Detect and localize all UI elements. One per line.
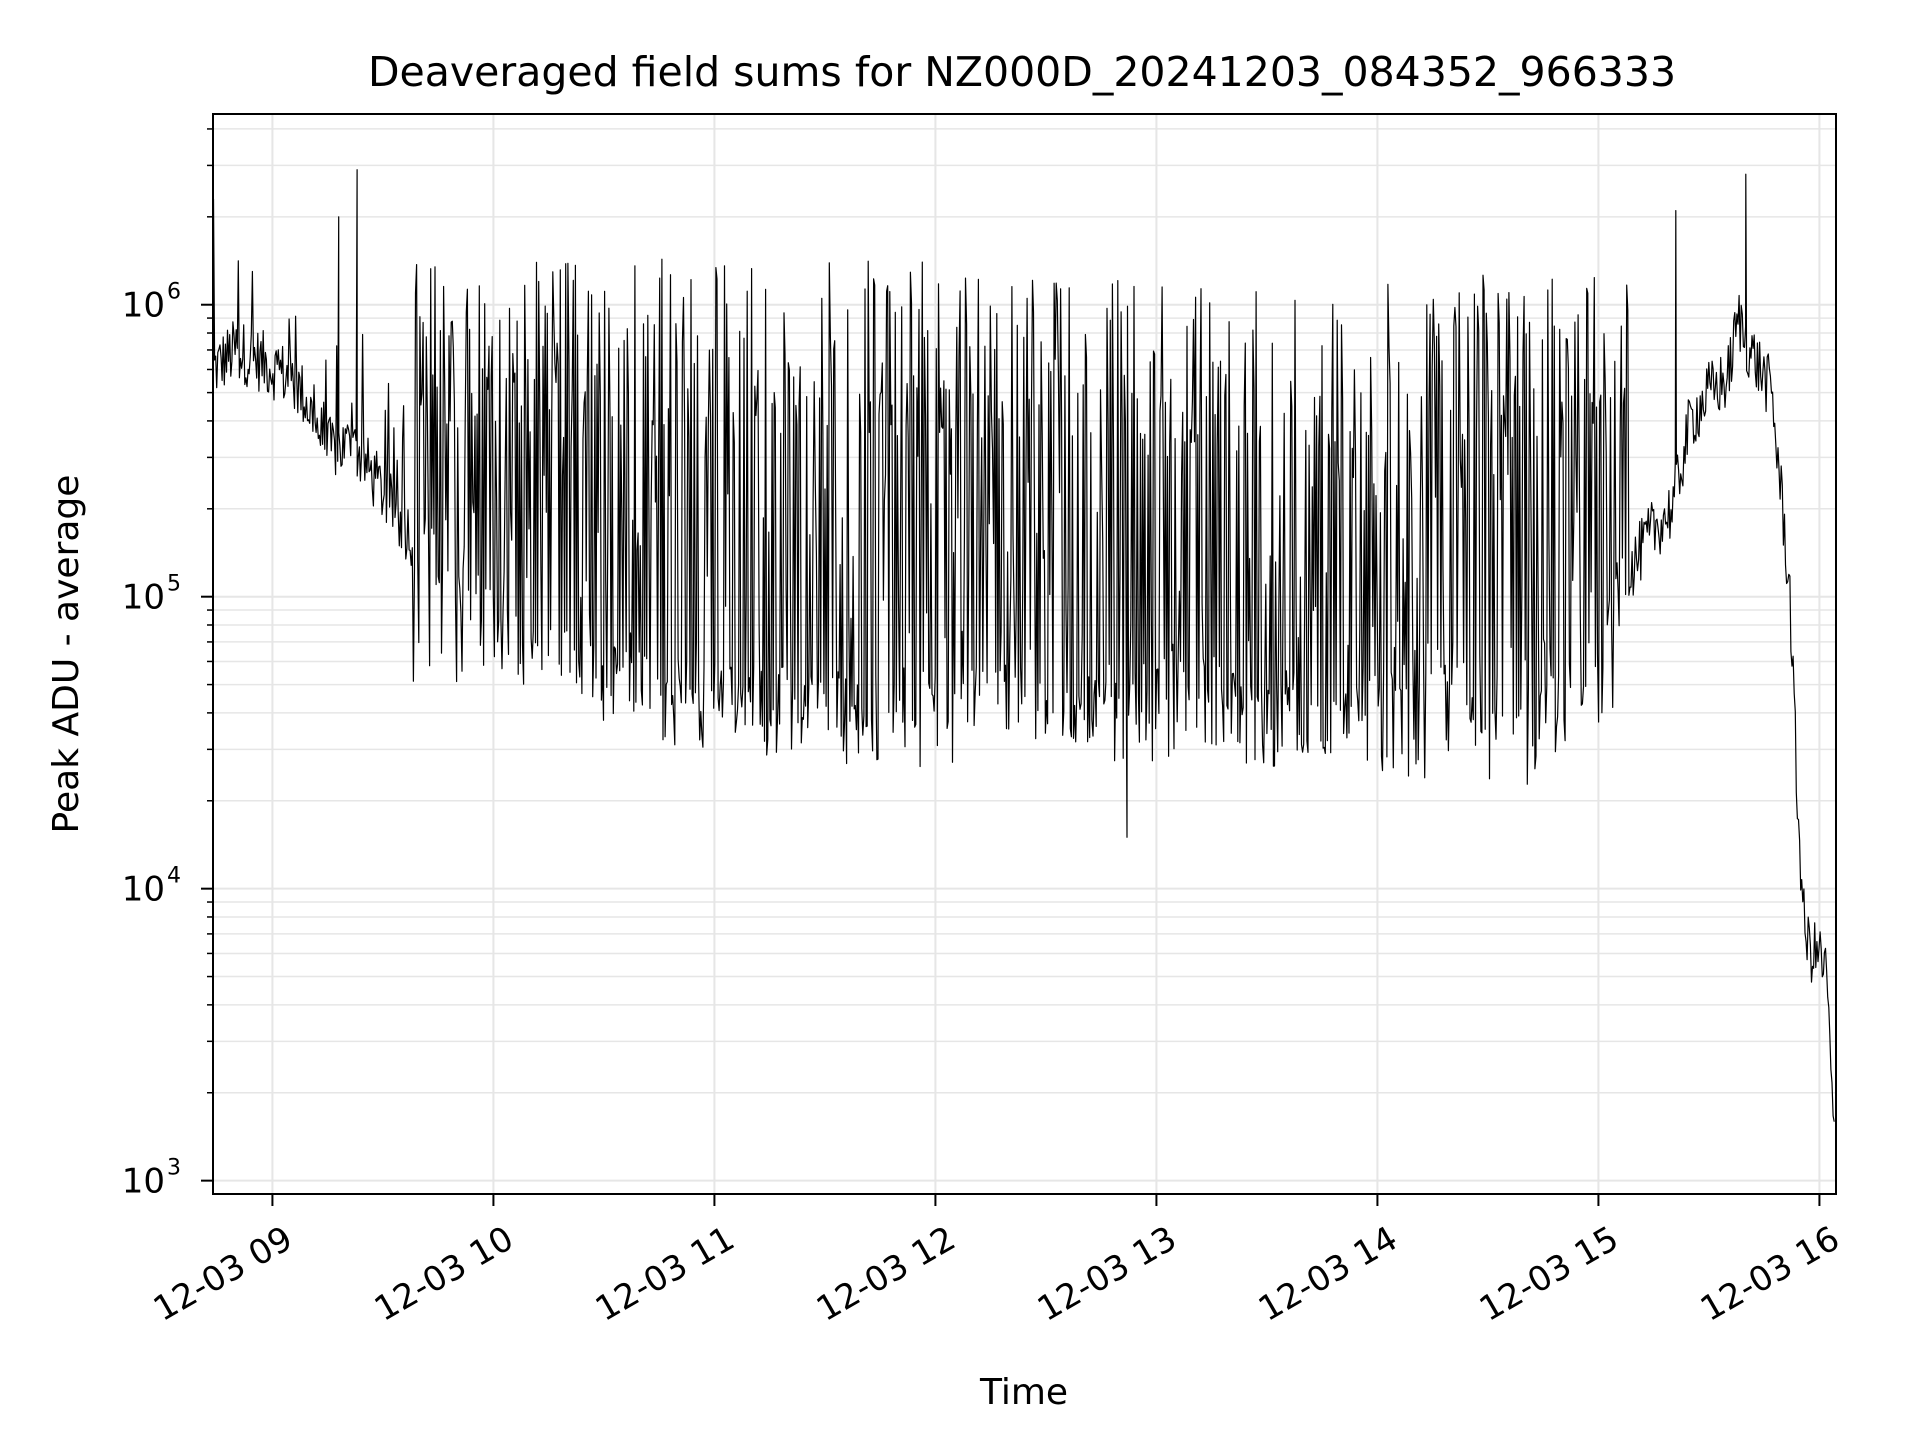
x-tick-label: 12-03 11	[589, 1219, 741, 1330]
plot-frame	[212, 113, 1837, 1195]
y-tick-label: 10	[122, 1162, 165, 1202]
y-tick-label: 10	[122, 286, 165, 326]
y-tick-exponent: 4	[167, 864, 181, 889]
y-tick-exponent: 6	[167, 280, 181, 305]
x-tick-label: 12-03 15	[1473, 1219, 1625, 1330]
y-tick-label: 10	[122, 870, 165, 910]
x-tick-label: 12-03 16	[1694, 1219, 1846, 1330]
x-tick-label: 12-03 14	[1252, 1219, 1404, 1330]
y-axis-label: Peak ADU - average	[46, 475, 87, 834]
x-tick-label: 12-03 10	[368, 1219, 520, 1330]
x-tick-label: 12-03 12	[810, 1219, 962, 1330]
chart-title: Deaveraged field sums for NZ000D_2024120…	[368, 48, 1676, 96]
y-tick-exponent: 3	[167, 1156, 181, 1181]
y-tick-exponent: 5	[167, 572, 181, 597]
plot-area	[212, 169, 1835, 1122]
x-tick-label: 12-03 09	[147, 1219, 299, 1330]
y-tick-label: 10	[122, 578, 165, 618]
x-tick-label: 12-03 13	[1031, 1219, 1183, 1330]
x-axis-label: Time	[979, 1372, 1068, 1413]
series-line	[212, 169, 1835, 1122]
x-axis: 12-03 09 12-03 10 12-03 11 12-03 12 12-03 13…	[147, 1194, 1846, 1330]
